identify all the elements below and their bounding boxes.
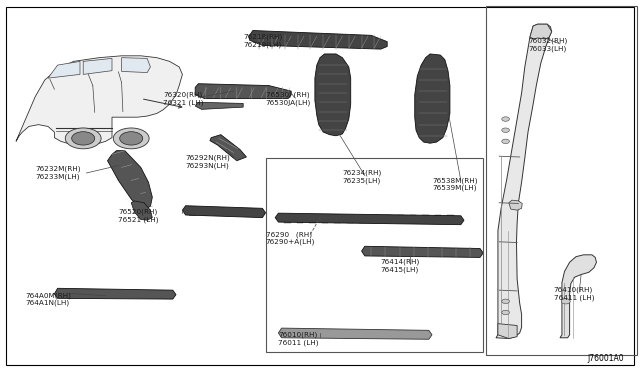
- Text: 76232M(RH)
76233M(LH): 76232M(RH) 76233M(LH): [35, 166, 81, 180]
- Bar: [422, 215, 429, 223]
- Text: 76320(RH)
76321 (LH): 76320(RH) 76321 (LH): [163, 92, 204, 106]
- Ellipse shape: [111, 292, 123, 296]
- Ellipse shape: [65, 292, 76, 296]
- Circle shape: [502, 128, 509, 132]
- Bar: [385, 215, 391, 223]
- Text: 76520(RH)
76521 (LH): 76520(RH) 76521 (LH): [118, 209, 159, 223]
- Bar: [202, 210, 208, 215]
- Bar: [253, 210, 259, 215]
- Bar: [410, 215, 416, 223]
- Bar: [447, 215, 454, 223]
- Bar: [189, 210, 195, 215]
- Polygon shape: [195, 102, 243, 109]
- Circle shape: [502, 117, 509, 121]
- Polygon shape: [108, 151, 152, 208]
- Polygon shape: [278, 328, 432, 339]
- Circle shape: [561, 299, 570, 304]
- Text: 76538M(RH)
76539M(LH): 76538M(RH) 76539M(LH): [432, 177, 477, 191]
- Polygon shape: [509, 200, 522, 210]
- Text: 76410(RH)
76411 (LH): 76410(RH) 76411 (LH): [554, 287, 594, 301]
- Bar: [435, 215, 441, 223]
- Circle shape: [502, 139, 509, 144]
- Polygon shape: [182, 206, 266, 218]
- Circle shape: [65, 128, 101, 149]
- Polygon shape: [275, 213, 464, 225]
- Text: 76290   (RH)
76290+A(LH): 76290 (RH) 76290+A(LH): [266, 231, 315, 245]
- Text: 76218(RH)
76219(LH): 76218(RH) 76219(LH): [243, 34, 282, 48]
- Text: 76530J (RH)
76530JA(LH): 76530J (RH) 76530JA(LH): [266, 92, 311, 106]
- Bar: [240, 210, 246, 215]
- Bar: [266, 158, 483, 352]
- Ellipse shape: [80, 292, 92, 296]
- Ellipse shape: [127, 292, 138, 296]
- Polygon shape: [195, 84, 291, 99]
- Bar: [322, 215, 328, 223]
- Bar: [309, 215, 316, 223]
- Ellipse shape: [95, 292, 107, 296]
- Text: 76292N(RH)
76293N(LH): 76292N(RH) 76293N(LH): [186, 155, 230, 169]
- Polygon shape: [48, 61, 80, 78]
- Polygon shape: [250, 31, 387, 49]
- Polygon shape: [122, 58, 150, 73]
- Text: J76001A0: J76001A0: [588, 354, 624, 363]
- Polygon shape: [315, 54, 351, 136]
- Bar: [372, 215, 378, 223]
- Bar: [284, 215, 291, 223]
- Bar: [214, 210, 221, 215]
- Polygon shape: [210, 135, 246, 161]
- Polygon shape: [362, 246, 483, 257]
- Bar: [334, 215, 340, 223]
- Polygon shape: [16, 56, 182, 143]
- Polygon shape: [131, 201, 152, 220]
- Circle shape: [502, 299, 509, 304]
- Polygon shape: [530, 24, 552, 39]
- Circle shape: [113, 128, 149, 149]
- Text: 764A0M(RH)
764A1N(LH): 764A0M(RH) 764A1N(LH): [26, 292, 72, 307]
- Bar: [360, 215, 366, 223]
- Ellipse shape: [157, 292, 169, 296]
- Bar: [297, 215, 303, 223]
- Circle shape: [72, 132, 95, 145]
- Text: 76414(RH)
76415(LH): 76414(RH) 76415(LH): [381, 259, 420, 273]
- Polygon shape: [498, 324, 517, 339]
- Bar: [486, 6, 637, 355]
- Circle shape: [502, 310, 509, 315]
- Text: 76032(RH)
76033(LH): 76032(RH) 76033(LH): [528, 38, 567, 52]
- Bar: [347, 215, 353, 223]
- Polygon shape: [496, 24, 552, 339]
- Polygon shape: [54, 288, 176, 299]
- Bar: [227, 210, 234, 215]
- Text: 76234(RH)
76235(LH): 76234(RH) 76235(LH): [342, 170, 381, 184]
- Bar: [397, 215, 404, 223]
- Circle shape: [120, 132, 143, 145]
- Polygon shape: [415, 54, 450, 143]
- Text: 76010(RH)
76011 (LH): 76010(RH) 76011 (LH): [278, 331, 319, 346]
- Ellipse shape: [142, 292, 154, 296]
- Polygon shape: [560, 255, 596, 338]
- Polygon shape: [83, 58, 112, 74]
